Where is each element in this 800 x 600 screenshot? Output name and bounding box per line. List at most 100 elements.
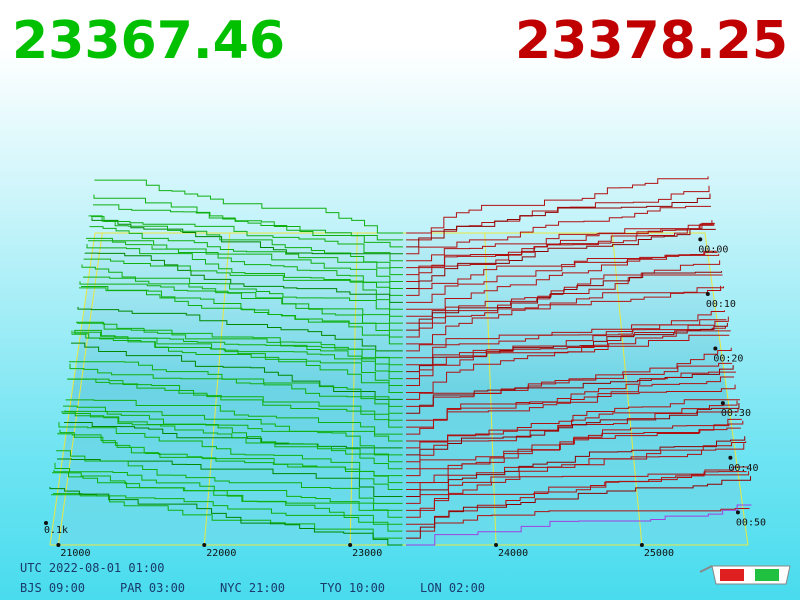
grid-line — [484, 232, 497, 546]
bid-depth-line — [88, 240, 403, 283]
bid-depth-line — [81, 264, 403, 324]
ask-depth-line — [406, 399, 740, 463]
time-tick-label: 00:50 — [736, 517, 766, 528]
ask-depth-line — [406, 376, 735, 421]
bid-depth-line — [77, 322, 403, 359]
tick-dot — [698, 237, 703, 242]
ask-depth-line — [406, 251, 718, 303]
bid-depth-line — [67, 378, 403, 428]
ask-depth-line — [406, 222, 715, 283]
ask-depth-line — [406, 403, 740, 456]
ask-depth-line — [406, 260, 721, 317]
ask-depth-line — [406, 330, 731, 393]
city-time: LON 02:00 — [420, 581, 485, 595]
bid-depth-line — [74, 329, 403, 380]
ask-depth-line — [406, 365, 734, 414]
ask-depth-line — [405, 508, 750, 532]
ask-depth-line — [406, 223, 714, 269]
ask-depth-line — [406, 420, 744, 484]
bid-depth-line — [61, 411, 403, 470]
bid-depth-line — [91, 216, 404, 262]
bid-depth-line — [65, 399, 403, 435]
bid-depth-line — [53, 469, 403, 518]
price-tick-label: 24000 — [498, 548, 528, 559]
price-tick-label: 23000 — [352, 548, 382, 559]
ask-depth-line — [406, 274, 723, 338]
tick-dot — [44, 521, 48, 525]
bid-depth-line — [77, 306, 403, 352]
glasses-icon — [699, 565, 791, 585]
ask-depth-line — [406, 384, 736, 428]
bid-depth-line — [88, 215, 403, 276]
city-time: PAR 03:00 — [120, 581, 185, 595]
ask-depth-line — [406, 176, 709, 234]
bid-depth-line — [79, 281, 403, 338]
bid-price: 23367.46 — [12, 11, 285, 71]
time-tick-label: 00:30 — [721, 408, 751, 419]
ask-depth-line — [406, 400, 738, 442]
price-tick-label: 25000 — [644, 548, 674, 559]
tick-dot — [56, 543, 61, 547]
tick-dot — [705, 291, 710, 296]
ask-depth-line — [406, 271, 723, 331]
tick-dot — [494, 543, 499, 547]
bid-depth-line — [49, 487, 403, 546]
ask-depth-line — [406, 371, 737, 435]
time-tick-label: 00:20 — [713, 354, 743, 365]
bid-depth-line — [93, 194, 404, 241]
bid-depth-line — [69, 363, 403, 407]
ask-depth-line — [406, 193, 711, 248]
bid-depth-line — [83, 276, 403, 317]
bid-depth-line — [91, 217, 404, 255]
bid-depth-line — [71, 330, 403, 393]
bid-depth-line — [86, 244, 403, 289]
ask-price: 23378.25 — [515, 11, 788, 71]
ask-depth-line — [405, 504, 752, 546]
tick-dot — [735, 510, 740, 515]
time-tick-label: 00:40 — [728, 463, 758, 474]
bid-depth-line — [58, 422, 403, 484]
ask-depth-line — [406, 185, 710, 241]
ask-depth-line — [406, 286, 724, 345]
tick-dot — [713, 346, 718, 351]
ask-depth-line — [406, 310, 725, 352]
ask-depth-line — [406, 228, 716, 289]
bid-depth-line — [89, 226, 403, 269]
time-tick-label: 00:10 — [706, 299, 736, 310]
tick-dot — [202, 543, 207, 547]
ask-depth-line — [405, 476, 752, 539]
bid-depth-line — [68, 378, 403, 421]
grid-line — [203, 232, 231, 546]
tick-dot — [720, 401, 725, 406]
bid-depth-line — [83, 258, 403, 310]
bid-depth-line — [73, 331, 403, 387]
bid-depth-line — [93, 204, 404, 248]
city-time: TYO 10:00 — [320, 581, 385, 595]
bid-depth-line — [69, 361, 403, 414]
ask-depth-line — [405, 471, 747, 511]
volume-label: 0.1k — [44, 525, 68, 536]
bid-depth-line — [71, 342, 403, 400]
bid-depth-line — [84, 252, 403, 303]
ask-depth-line — [406, 253, 720, 310]
city-time: NYC 21:00 — [220, 581, 285, 595]
bid-depth-line — [52, 472, 403, 532]
ask-depth-line — [405, 436, 746, 497]
time-tick-label: 00:00 — [698, 244, 728, 255]
ask-depth-line — [406, 205, 711, 255]
ask-depth-line — [406, 250, 717, 296]
bid-depth-line — [94, 179, 404, 234]
ask-depth-line — [406, 362, 733, 407]
tick-dot — [639, 543, 644, 547]
grid-line — [49, 232, 96, 546]
bid-depth-line — [57, 432, 403, 491]
price-tick-label: 22000 — [206, 548, 236, 559]
bid-depth-line — [64, 421, 403, 449]
price-tick-label: 21000 — [60, 548, 90, 559]
ask-depth-line — [406, 285, 722, 324]
bid-depth-line — [56, 450, 403, 504]
bid-depth-line — [62, 412, 403, 463]
bid-depth-line — [76, 321, 403, 366]
bid-depth-line — [79, 287, 403, 345]
